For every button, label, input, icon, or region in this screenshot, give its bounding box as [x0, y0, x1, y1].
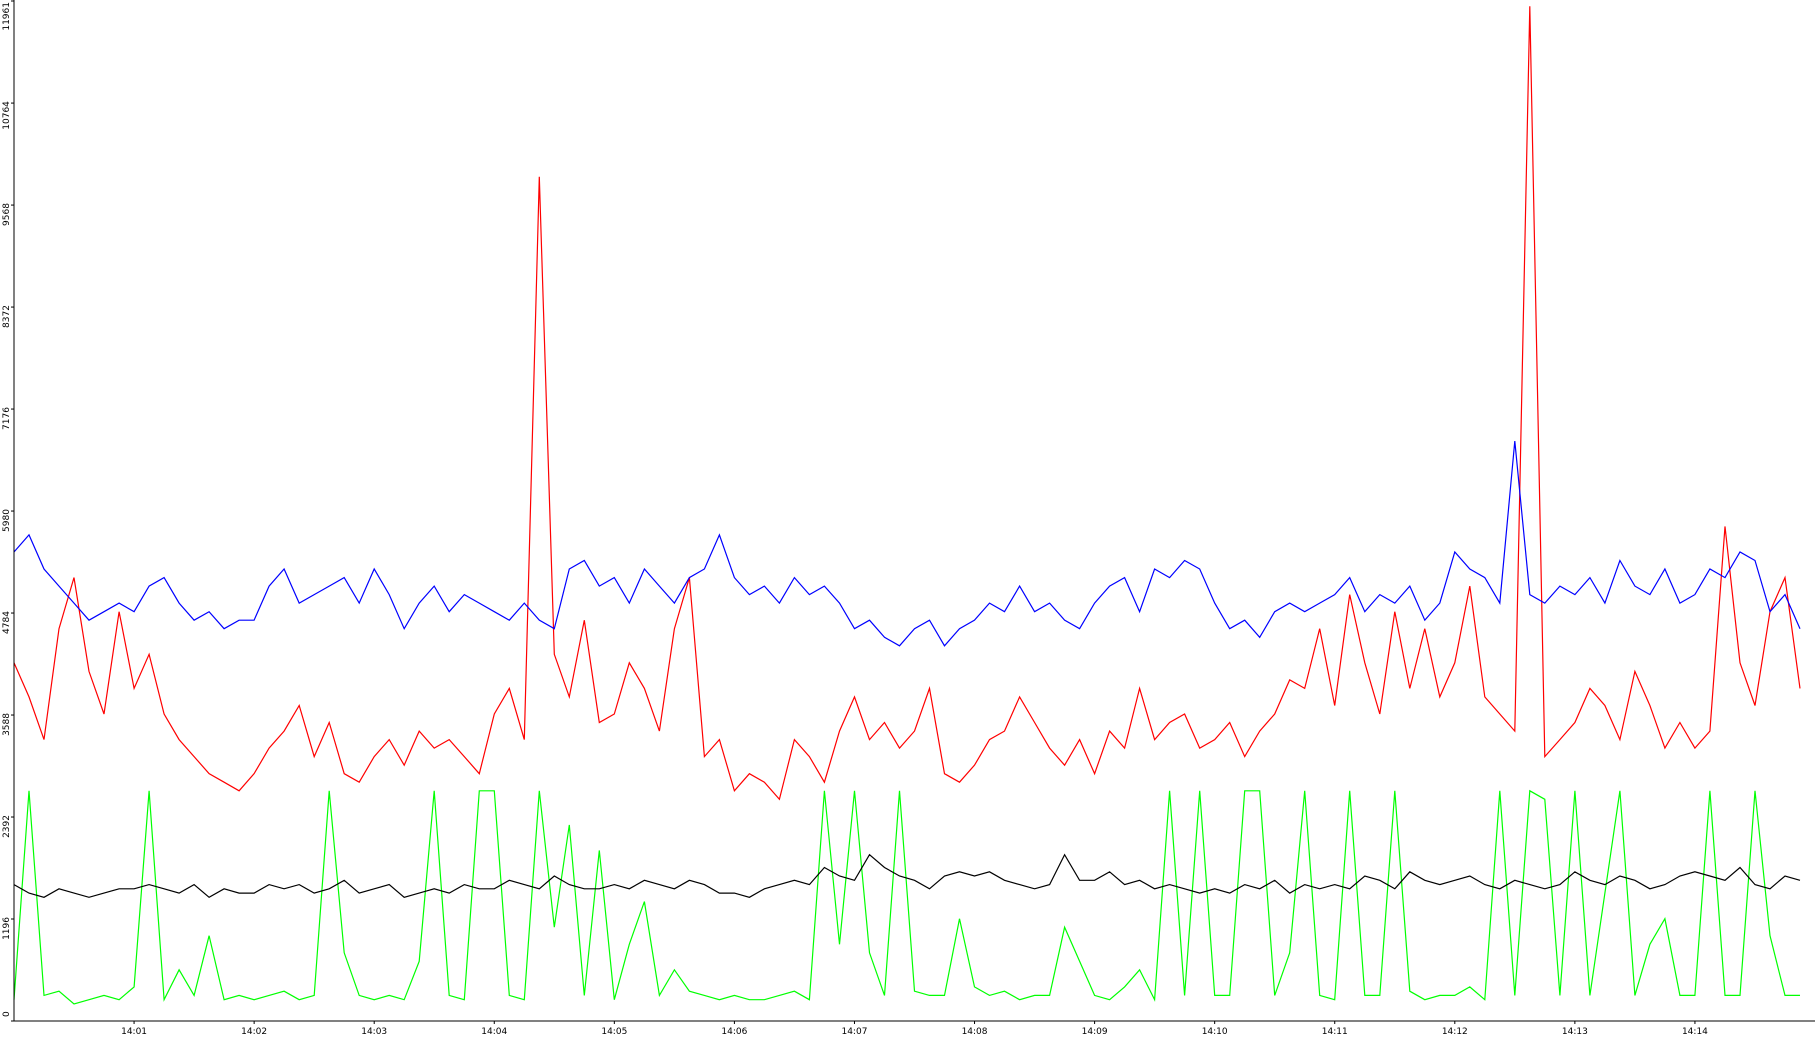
- x-tick-label: 14:07: [841, 1027, 867, 1037]
- y-tick-label: 4784: [2, 611, 12, 634]
- x-tick-label: 14:08: [962, 1027, 988, 1037]
- x-tick-label: 14:04: [481, 1027, 507, 1037]
- series-line: [13, 441, 1801, 647]
- y-tick-label: 5980: [2, 509, 12, 532]
- x-tick-label: 14:10: [1202, 1027, 1228, 1037]
- x-tick-label: 14:03: [361, 1027, 387, 1037]
- y-tick-label: 0: [2, 1011, 12, 1017]
- x-tick-label: 14:09: [1082, 1027, 1108, 1037]
- x-tick-label: 14:12: [1442, 1027, 1468, 1037]
- series-line: [13, 6, 1801, 801]
- series-line: [13, 789, 1800, 1005]
- y-tick-label: 2392: [2, 815, 12, 838]
- x-tick-label: 14:14: [1682, 1027, 1708, 1037]
- y-tick-label: 3588: [2, 713, 12, 736]
- x-tick-label: 14:02: [241, 1027, 267, 1037]
- x-tick-label: 14:13: [1562, 1027, 1588, 1037]
- y-tick-label: 9568: [2, 203, 12, 226]
- y-tick-label: 1196: [2, 917, 12, 940]
- y-tick-label: 10764: [2, 101, 12, 130]
- x-tick-label: 14:05: [601, 1027, 627, 1037]
- y-tick-label: 8372: [2, 305, 12, 328]
- y-tick-label: 7176: [2, 407, 12, 430]
- x-tick-label: 14:11: [1322, 1027, 1348, 1037]
- y-tick-label: 11961: [2, 2, 12, 31]
- x-tick-label: 14:06: [721, 1027, 747, 1037]
- series-line: [13, 853, 1801, 899]
- x-tick-label: 14:01: [121, 1027, 147, 1037]
